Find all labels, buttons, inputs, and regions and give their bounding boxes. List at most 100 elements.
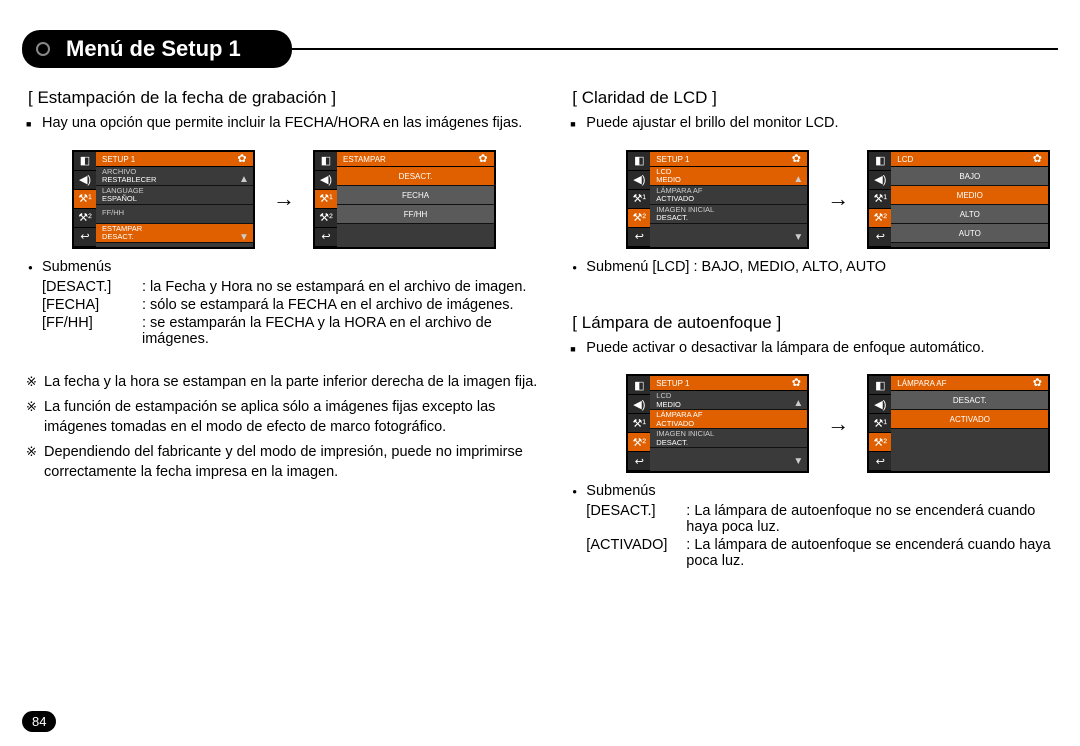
af-sub-label: Submenús <box>586 483 1058 499</box>
menu-tab-icon: ◧ <box>315 152 337 171</box>
menu-tab-icon: ↩ <box>628 228 650 247</box>
menu-header: LÁMPARA AF <box>897 379 946 388</box>
menu-tabs: ◧◀)⚒¹⚒²↩ <box>628 152 650 247</box>
title-rule <box>286 48 1058 50</box>
menu-header: SETUP 1 <box>656 155 689 164</box>
scroll-arrows: ▲▼ <box>791 170 805 247</box>
menu-tab-icon: ↩ <box>628 452 650 471</box>
menu-item: LCDMEDIO <box>650 167 807 186</box>
arrow-icon: → <box>827 411 849 437</box>
menu-tab-icon: ◀) <box>628 395 650 414</box>
menu-tab-icon: ◧ <box>628 376 650 395</box>
menu-option: AUTO <box>891 224 1048 243</box>
definition-row: [DESACT.]: la Fecha y Hora no se estampa… <box>42 279 538 295</box>
menu-tab-icon: ⚒¹ <box>869 414 891 433</box>
menu-items: LCDMEDIOLÁMPARA AFACTIVADOIMAGEN INICIAL… <box>650 391 807 448</box>
menu-tab-icon: ◀) <box>869 395 891 414</box>
emblem-icon: ✿ <box>787 376 805 391</box>
menu-tab-icon: ◀) <box>315 171 337 190</box>
menu-option: ALTO <box>891 205 1048 224</box>
lcd-menu-2: ◧◀)⚒¹⚒²↩ LCD✿ BAJOMEDIOALTOAUTO <box>867 150 1050 249</box>
menu-header: SETUP 1 <box>656 379 689 388</box>
submenus-label: Submenús <box>42 259 538 275</box>
emblem-icon: ✿ <box>233 152 251 167</box>
menu-option: MEDIO <box>891 186 1048 205</box>
af-menu-2: ◧◀)⚒¹⚒²↩ LÁMPARA AF ✿ DESACT.ACTIVADO <box>867 374 1050 473</box>
menu-tab-icon: ⚒² <box>628 433 650 452</box>
section-stamp-title: [ Estampación de la fecha de grabación ] <box>28 88 538 108</box>
menu-item: FF/HH <box>96 205 253 224</box>
menu-tab-icon: ↩ <box>315 228 337 247</box>
menu-options: BAJOMEDIOALTOAUTO <box>891 167 1048 243</box>
menu-tab-icon: ⚒² <box>74 209 96 228</box>
stamp-note-3: Dependiendo del fabricante y del modo de… <box>44 443 538 482</box>
menu-tab-icon: ◧ <box>869 152 891 171</box>
menu-tabs: ◧◀)⚒¹⚒²↩ <box>74 152 96 247</box>
stamp-note-1: La fecha y la hora se estampan en la par… <box>44 373 538 393</box>
menu-tab-icon: ◧ <box>74 152 96 171</box>
menu-tab-icon: ⚒² <box>315 209 337 228</box>
menu-option: BAJO <box>891 167 1048 186</box>
menu-tab-icon: ⚒² <box>869 209 891 228</box>
definition-row: [ACTIVADO]: La lámpara de autoenfoque se… <box>586 537 1058 569</box>
page-number: 84 <box>22 711 56 732</box>
emblem-icon: ✿ <box>1028 152 1046 167</box>
lcd-intro: Puede ajustar el brillo del monitor LCD. <box>586 114 1058 134</box>
menu-tab-icon: ⚒¹ <box>74 190 96 209</box>
menu-option: FF/HH <box>337 205 494 224</box>
menu-option: DESACT. <box>891 391 1048 410</box>
stamp-menus: ◧◀)⚒¹⚒²↩ SETUP 1✿ ARCHIVORESTABLECERLANG… <box>72 150 538 249</box>
menu-tab-icon: ◀) <box>628 171 650 190</box>
menu-option: DESACT. <box>337 167 494 186</box>
menu-item: IMAGEN INICIALDESACT. <box>650 205 807 224</box>
af-defs: [DESACT.]: La lámpara de autoenfoque no … <box>586 503 1058 569</box>
menu-item: LÁMPARA AFACTIVADO <box>650 186 807 205</box>
menu-tab-icon: ↩ <box>74 228 96 247</box>
menu-options: DESACT.ACTIVADO <box>891 391 1048 429</box>
menu-item: LANGUAGEESPAÑOL <box>96 186 253 205</box>
menu-tabs: ◧◀)⚒¹⚒²↩ <box>628 376 650 471</box>
menu-items: ARCHIVORESTABLECERLANGUAGEESPAÑOLFF/HHES… <box>96 167 253 243</box>
menu-tab-icon: ↩ <box>869 452 891 471</box>
arrow-icon: → <box>827 186 849 212</box>
menu-header: LCD <box>897 155 913 164</box>
section-af-title: [ Lámpara de autoenfoque ] <box>572 313 1058 333</box>
arrow-icon: → <box>273 186 295 212</box>
menu-header: SETUP 1 <box>102 155 135 164</box>
emblem-icon: ✿ <box>474 152 492 167</box>
af-menus: ◧◀)⚒¹⚒²↩ SETUP 1✿ LCDMEDIOLÁMPARA AFACTI… <box>626 374 1058 473</box>
menu-item: ESTAMPARDESACT. <box>96 224 253 243</box>
page-title: Menú de Setup 1 <box>22 30 292 68</box>
menu-tab-icon: ◧ <box>628 152 650 171</box>
menu-tab-icon: ↩ <box>869 228 891 247</box>
stamp-menu-1: ◧◀)⚒¹⚒²↩ SETUP 1 ✿ ARCHIVORESTABLECERLANG… <box>72 150 255 249</box>
stamp-intro: Hay una opción que permite incluir la FE… <box>42 114 538 134</box>
af-intro: Puede activar o desactivar la lámpara de… <box>586 339 1058 359</box>
af-menu-1: ◧◀)⚒¹⚒²↩ SETUP 1 ✿ LCDMEDIOLÁMPARA AFACTI… <box>626 374 809 473</box>
emblem-icon: ✿ <box>1028 376 1046 391</box>
menu-tab-icon: ⚒² <box>628 209 650 228</box>
scroll-arrows: ▲▼ <box>791 394 805 471</box>
menu-items: LCDMEDIOLÁMPARA AFACTIVADOIMAGEN INICIAL… <box>650 167 807 224</box>
menu-tab-icon: ⚒¹ <box>628 190 650 209</box>
menu-tab-icon: ⚒¹ <box>869 190 891 209</box>
menu-tab-icon: ◀) <box>74 171 96 190</box>
menu-item: ARCHIVORESTABLECER <box>96 167 253 186</box>
menu-tab-icon: ⚒¹ <box>628 414 650 433</box>
menu-option: FECHA <box>337 186 494 205</box>
menu-item: IMAGEN INICIALDESACT. <box>650 429 807 448</box>
stamp-menu-2: ◧◀)⚒¹⚒²↩ ESTAMPAR✿ DESACT.FECHAFF/HH <box>313 150 496 249</box>
menu-item: LCDMEDIO <box>650 391 807 410</box>
lcd-menu-1: ◧◀)⚒¹⚒²↩ SETUP 1✿ LCDMEDIOLÁMPARA AFACTI… <box>626 150 809 249</box>
lcd-menus: ◧◀)⚒¹⚒²↩ SETUP 1✿ LCDMEDIOLÁMPARA AFACTI… <box>626 150 1058 249</box>
menu-tab-icon: ⚒² <box>869 433 891 452</box>
menu-tabs: ◧◀)⚒¹⚒²↩ <box>315 152 337 247</box>
section-lcd-title: [ Claridad de LCD ] <box>572 88 1058 108</box>
menu-options: DESACT.FECHAFF/HH <box>337 167 494 224</box>
stamp-note-2: La función de estampación se aplica sólo… <box>44 398 538 437</box>
menu-option: ACTIVADO <box>891 410 1048 429</box>
menu-tab-icon: ⚒¹ <box>315 190 337 209</box>
menu-tab-icon: ◧ <box>869 376 891 395</box>
title-row: Menú de Setup 1 <box>22 30 1058 68</box>
scroll-arrows: ▲▼ <box>237 170 251 247</box>
